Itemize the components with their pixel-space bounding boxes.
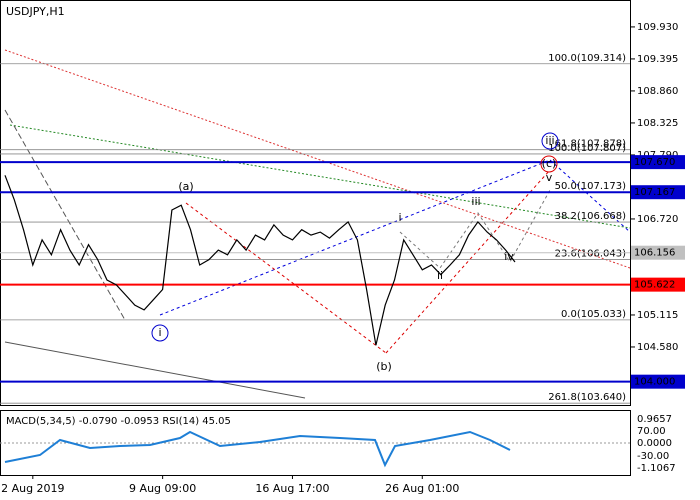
x-tick-label: 16 Aug 17:00	[255, 482, 329, 495]
wave-label: i	[158, 326, 161, 339]
fib-label: 61.8(107.878)	[555, 139, 627, 150]
wave-label: iii	[545, 134, 554, 147]
y-tick-label: 108.860	[637, 86, 678, 97]
indicator-tick-label: -1.1067	[637, 463, 676, 474]
indicator-tick-label: -30.00	[637, 451, 669, 462]
indicator-line	[4, 430, 511, 468]
y-tick-label: 106.720	[637, 214, 678, 225]
fib-label: 23.6(106.043)	[555, 248, 627, 259]
fib-label: 50.0(107.173)	[555, 181, 627, 192]
indicator-tick-label: 70.00	[637, 426, 666, 437]
y-tick-label: 104.580	[637, 342, 678, 353]
wave-circle	[541, 132, 559, 150]
wave-circle	[540, 155, 558, 173]
wave-label: (a)	[178, 180, 193, 193]
level-label: 106.156	[634, 248, 675, 259]
fib-label: 100.0(107.807)	[548, 143, 626, 154]
y-tick-label: 109.930	[637, 22, 678, 33]
wave-label: iv	[504, 250, 514, 263]
fib-label: 0.0(105.033)	[561, 309, 626, 320]
y-tick-label: 105.115	[637, 310, 678, 321]
level-label: 107.670	[634, 157, 675, 168]
level-label: 107.167	[634, 187, 675, 198]
wave-label: v	[546, 171, 553, 184]
y-tick-label: 109.395	[637, 54, 678, 65]
x-tick-label: 2 Aug 2019	[1, 482, 64, 495]
trend-line	[4, 341, 306, 399]
fib-label: 261.8(103.640)	[548, 392, 626, 403]
level-box	[631, 374, 685, 389]
level-box	[631, 277, 685, 292]
indicator-tick-label: 0.9657	[637, 414, 672, 425]
wave-label: iii	[471, 195, 480, 208]
x-tick-label: 26 Aug 01:00	[385, 482, 459, 495]
level-box	[631, 155, 685, 170]
level-label: 104.000	[634, 377, 675, 388]
wave-circle	[151, 324, 169, 342]
indicator-tick-label: 0.0000	[637, 438, 672, 449]
chart-title: USDJPY,H1	[6, 5, 65, 18]
level-box	[631, 245, 685, 260]
level-box	[631, 185, 685, 200]
level-label: 105.622	[634, 280, 675, 291]
x-tick-label: 9 Aug 09:00	[129, 482, 196, 495]
y-tick-label: 108.325	[637, 118, 678, 129]
main-panel	[0, 0, 631, 406]
price-line	[4, 175, 516, 346]
wave-label: (c)	[542, 157, 557, 170]
trend-line	[9, 124, 631, 229]
wave-line	[159, 159, 551, 316]
wave-line	[385, 169, 551, 354]
indicator-text: MACD(5,34,5) -0.0790 -0.0953 RSI(14) 45.…	[6, 416, 231, 427]
fib-label: 38.2(106.668)	[555, 211, 627, 222]
wave-label: i	[398, 211, 401, 224]
wave-label: ii	[437, 269, 443, 282]
wave-line	[399, 189, 551, 269]
fib-label: 100.0(109.314)	[548, 53, 626, 64]
wave-label: (b)	[376, 360, 392, 373]
